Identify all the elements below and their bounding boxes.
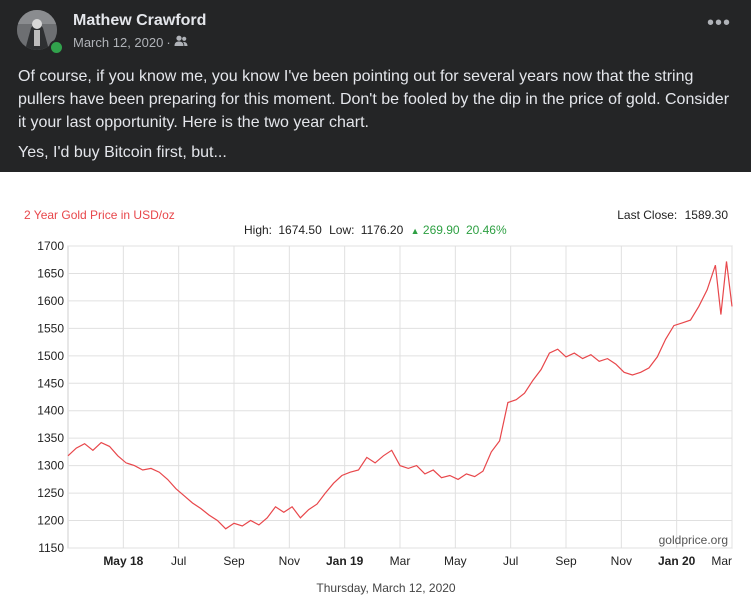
y-tick-label: 1600 (37, 294, 64, 308)
y-tick-label: 1550 (37, 321, 64, 335)
change-percent: 20.46% (466, 223, 507, 237)
x-tick-label: Jan 20 (658, 554, 696, 568)
x-tick-label: Mar (390, 554, 411, 568)
x-tick-label: Sep (223, 554, 245, 568)
x-tick-label: May 18 (103, 554, 143, 568)
gold-price-line (67, 261, 733, 530)
post-meta: March 12, 2020 · (73, 35, 188, 50)
post-text: Of course, if you know me, you know I've… (18, 65, 738, 171)
change-up-icon: ▲ (411, 226, 420, 236)
high-label: High: (244, 223, 272, 237)
y-tick-label: 1500 (37, 349, 64, 363)
meta-separator: · (166, 35, 171, 50)
high-value: 1674.50 (278, 223, 322, 237)
y-tick-label: 1650 (37, 266, 64, 280)
y-tick-label: 1350 (37, 431, 64, 445)
y-axis: 1700 1650 1600 1550 1500 1450 1400 1350 1300 1250… (37, 239, 64, 555)
watermark: goldprice.org (659, 533, 728, 547)
more-options-button[interactable]: ••• (706, 12, 731, 34)
y-tick-label: 1250 (37, 486, 64, 500)
x-tick-label: Nov (611, 554, 632, 568)
x-axis: May 18 Jul Sep Nov Jan 19 Mar May Jul Sep Nov Jan … (103, 554, 732, 568)
friends-icon[interactable] (174, 35, 188, 50)
y-tick-label: 1450 (37, 376, 64, 390)
post-paragraph: Yes, I'd buy Bitcoin first, but... (18, 144, 227, 161)
date-caption: Thursday, March 12, 2020 (316, 581, 456, 595)
x-tick-label: May (444, 554, 467, 568)
online-status-icon (49, 40, 64, 55)
avatar[interactable] (17, 10, 57, 50)
x-tick-label: Mar (711, 554, 732, 568)
x-tick-label: Jul (503, 554, 518, 568)
post-date[interactable]: March 12, 2020 (73, 35, 164, 50)
last-close-text: Last Close: 1589.30 (617, 208, 728, 222)
low-label: Low: (329, 223, 354, 237)
y-tick-label: 1400 (37, 404, 64, 418)
avatar-image (17, 10, 57, 50)
y-tick-label: 1200 (37, 514, 64, 528)
post-paragraph: Of course, if you know me, you know I've… (18, 68, 730, 131)
low-value: 1176.20 (361, 223, 404, 237)
last-close-value: 1589.30 (685, 208, 729, 222)
last-close-label: Last Close: (617, 208, 677, 222)
x-tick-label: Jul (171, 554, 186, 568)
x-tick-label: Nov (279, 554, 300, 568)
y-tick-label: 1150 (38, 541, 64, 555)
change-value: 269.90 (423, 223, 460, 237)
y-tick-label: 1300 (37, 459, 64, 473)
chart-grid (67, 245, 733, 549)
chart-svg: 2 Year Gold Price in USD/oz Last Close: … (24, 208, 733, 595)
stats-line: High: 1674.50 Low: 1176.20 ▲ 269.90 20.4… (244, 223, 507, 237)
x-tick-label: Sep (555, 554, 577, 568)
x-tick-label: Jan 19 (326, 554, 364, 568)
author-name[interactable]: Mathew Crawford (73, 12, 207, 29)
gold-price-chart[interactable]: 2 Year Gold Price in USD/oz Last Close: … (0, 172, 751, 600)
y-tick-label: 1700 (37, 239, 64, 253)
chart-title: 2 Year Gold Price in USD/oz (24, 208, 175, 222)
